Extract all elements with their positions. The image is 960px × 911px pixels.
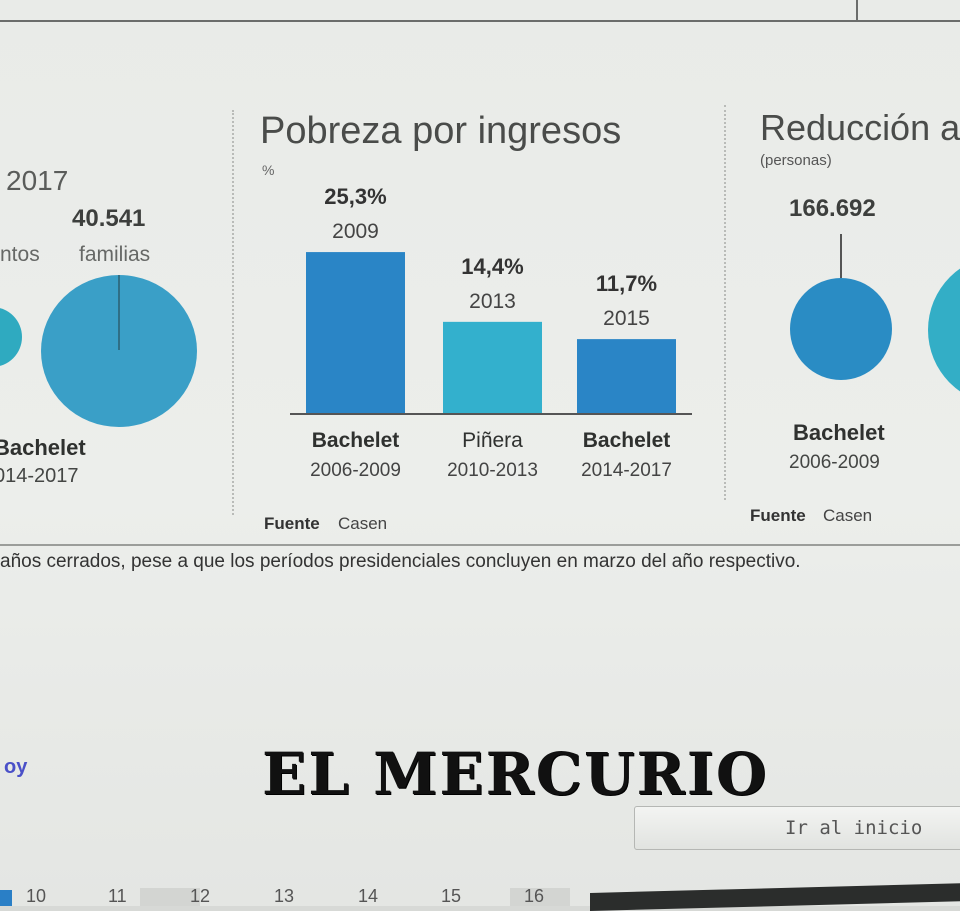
current-page-marker (0, 890, 12, 906)
section-rule (0, 544, 960, 546)
left-label-partial: ntos (0, 243, 40, 266)
column-divider-left (232, 110, 234, 515)
masthead-logo: EL MERCURIO (262, 740, 769, 808)
bar (577, 339, 676, 414)
page-navigation: 10 11 12 13 14 15 16 (0, 876, 960, 906)
right-source-label: Fuente (750, 506, 806, 525)
page-link[interactable]: 11 (108, 886, 127, 906)
footnote: años cerrados, pese a que los períodos p… (0, 551, 801, 572)
chart-source-label: Fuente (264, 514, 320, 533)
period-label: 2010-2013 (447, 460, 538, 481)
bar-year-label: 2013 (469, 290, 516, 313)
right-period: 2006-2009 (789, 452, 880, 473)
category-label: Bachelet (312, 429, 400, 452)
right-unit: (personas) (760, 152, 832, 169)
right-president: Bachelet (793, 420, 885, 445)
page-link[interactable]: 16 (524, 886, 545, 906)
bar-value-label: 11,7% (596, 271, 657, 296)
left-circle-pointer (118, 275, 120, 350)
top-rule-tick (856, 0, 858, 20)
period-label: 2006-2009 (310, 460, 401, 481)
page-tab-shade (140, 888, 200, 906)
left-value: 40.541 (72, 205, 146, 232)
page-link[interactable]: 14 (358, 886, 379, 906)
right-title: Reducción a (760, 107, 960, 148)
right-circle-pointer (840, 234, 842, 278)
right-source: Casen (823, 506, 873, 525)
bar-year-label: 2015 (603, 307, 650, 330)
bar-value-label: 14,4% (461, 254, 523, 279)
page-link[interactable]: 12 (190, 886, 211, 906)
left-label: familias (79, 243, 151, 266)
category-label: Piñera (462, 429, 523, 452)
category-label: Bachelet (583, 429, 671, 452)
page-link[interactable]: 13 (274, 886, 295, 906)
page-tab-shade (510, 888, 570, 906)
left-president: Bachelet (0, 435, 86, 460)
chart-title: Pobreza por ingresos (260, 110, 622, 152)
top-rule (0, 20, 960, 22)
chart-unit: % (262, 162, 275, 178)
go-home-button[interactable]: Ir al inicio (634, 806, 960, 850)
page-link[interactable]: 15 (441, 886, 462, 906)
left-small-circle (0, 307, 22, 367)
bar (443, 321, 542, 414)
page-link[interactable]: 10 (26, 886, 47, 906)
column-divider-right (724, 105, 726, 500)
left-period: 014-2017 (0, 465, 79, 487)
right-value: 166.692 (789, 195, 876, 222)
bar (306, 252, 405, 414)
period-label: 2014-2017 (581, 460, 672, 481)
left-year: 2017 (6, 165, 69, 196)
chart-source: Casen (338, 514, 388, 533)
right-circle (790, 278, 892, 380)
bar-year-label: 2009 (332, 220, 379, 243)
bar-value-label: 25,3% (324, 184, 386, 209)
byline-fragment[interactable]: oy (4, 756, 28, 778)
